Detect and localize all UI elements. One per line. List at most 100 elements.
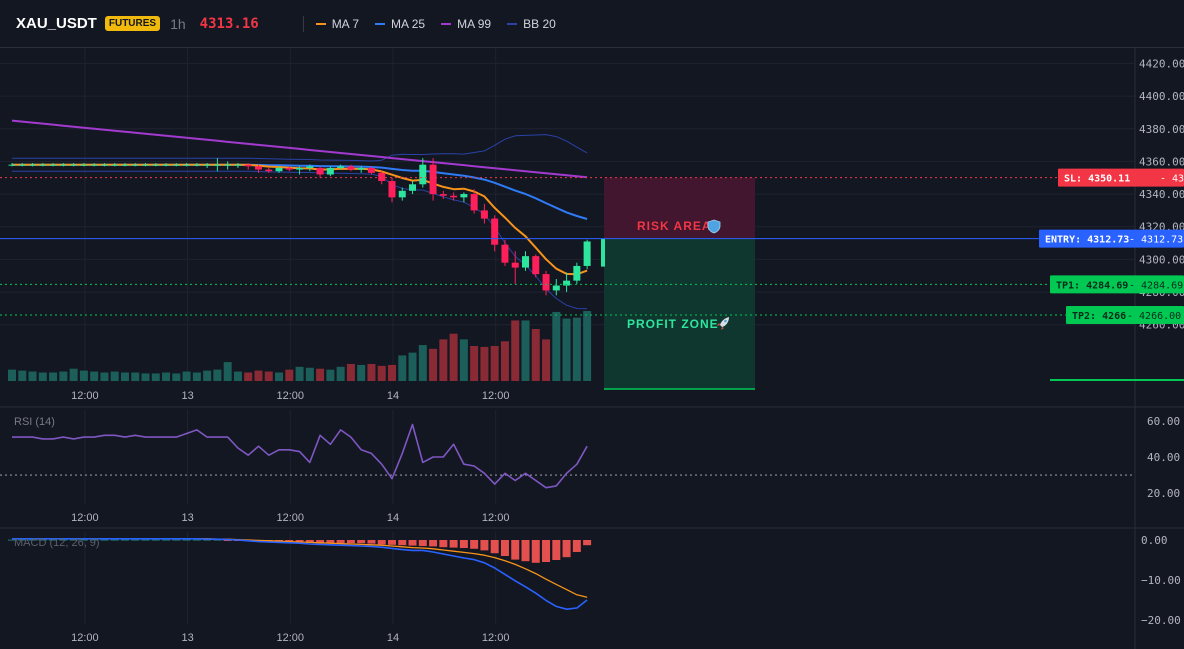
macd-tick-label: −20.00 [1141,614,1181,627]
candle [49,163,57,167]
legend-swatch-ma25 [375,22,386,25]
volume-bar [387,364,396,381]
candle [142,163,150,167]
tp1-tag-box [1050,275,1184,294]
last-price: 4313.16 [199,15,259,32]
candle [409,181,417,195]
macd-hist-bar [295,540,304,543]
macd-hist-bar [131,539,140,541]
volume-bar [357,364,366,381]
volume-bar [28,371,37,381]
macd-hist-bar [542,540,551,562]
macd-hist-bar [408,540,417,546]
legend-swatch-ma99 [441,22,452,25]
macd-hist-bar [203,539,212,541]
macd-hist-bar [69,539,78,541]
candle [573,262,581,284]
tp2-axis-label: - 4266.00 [1127,311,1181,322]
macd-hist-bar [38,539,47,541]
legend-label-ma99: MA 99 [457,16,492,31]
macd-hist-bar [182,539,191,541]
macd-line [12,537,588,611]
volume-bar [141,373,150,381]
macd-hist-bar [100,539,109,541]
tp1-axis-label: - 4284.69 [1129,280,1183,291]
timeframe-label[interactable]: 1h [170,15,186,32]
legend-label-ma7: MA 7 [331,16,360,31]
volume-bar [90,371,99,381]
chart-header: XAU_USDT FUTURES 1h 4313.16 MA 7 MA 25 M… [0,0,1184,48]
legend-swatch-bb20 [507,22,518,25]
macd-hist-bar [336,540,345,544]
macd-hist-bar [398,540,407,546]
legend-ma25[interactable]: MA 25 [375,17,425,31]
trade-zones [601,177,1184,390]
volume-bar [120,372,129,381]
volume-bar [562,318,571,381]
candle [450,192,458,201]
volume-bar [182,371,191,381]
volume-bar [244,372,253,381]
candle [275,166,283,173]
bb-upper [12,134,588,162]
zone-labels: RISK AREA PROFIT ZONE [627,219,729,331]
candle [203,163,211,168]
risk-area-label: RISK AREA [637,219,712,233]
risk-zone [604,177,755,239]
symbol-name[interactable]: XAU_USDT [16,15,97,32]
macd-hist-bar [151,539,160,541]
volume-bar [583,311,592,381]
macd-hist-bar [439,540,448,548]
rsi-tick-label: 60.00 [1147,415,1180,428]
candle [296,166,304,175]
time-label: 12:00 [482,632,510,644]
rsi-tick-label: 40.00 [1147,451,1180,464]
macd-tick-label: −10.00 [1141,574,1181,587]
candle [522,251,529,271]
macd-hist-bar [449,540,458,548]
candle [39,163,47,167]
volume-bar [377,365,386,381]
legend-ma7[interactable]: MA 7 [315,16,360,31]
macd-hist-bar [172,539,181,541]
sl-axis-label: - 4350.11 [1160,174,1184,185]
candle [285,166,293,172]
candle [367,166,375,175]
volume-bar [305,367,314,381]
macd-hist-bar [316,540,325,543]
price-tick-label: 4400.00 [1139,90,1184,103]
candle [111,163,119,167]
volume-bar [429,348,438,381]
volume-bar [151,373,160,381]
candle [183,163,191,167]
volume-bar [542,339,551,381]
entry-marker [601,238,605,267]
volume-bars [8,311,592,381]
rsi-pane: 60.00 40.00 20.00 RSI (14) [0,406,1184,504]
volume-bar [18,370,27,381]
volume-bar [223,362,232,381]
legend-bb20[interactable]: BB 20 [507,17,556,31]
volume-bar [521,320,530,381]
candle [265,167,273,173]
volume-bar [336,366,345,381]
legend-ma99[interactable]: MA 99 [441,17,491,31]
volume-bar [254,370,263,381]
volume-bar [490,346,499,381]
macd-hist-bar [377,540,386,545]
time-label: 13 [181,632,193,644]
candle [29,163,37,167]
candle [213,158,221,172]
volume-bar [408,352,417,381]
time-label: 14 [387,390,399,402]
candle [152,163,160,167]
candle [419,158,427,188]
volume-bar [511,320,520,381]
macd-hist-bar [305,540,314,543]
macd-hist-bar [357,540,366,544]
rsi-line [12,423,588,489]
candle [460,192,468,203]
volume-bar [500,341,509,381]
candlesticks [8,158,591,296]
